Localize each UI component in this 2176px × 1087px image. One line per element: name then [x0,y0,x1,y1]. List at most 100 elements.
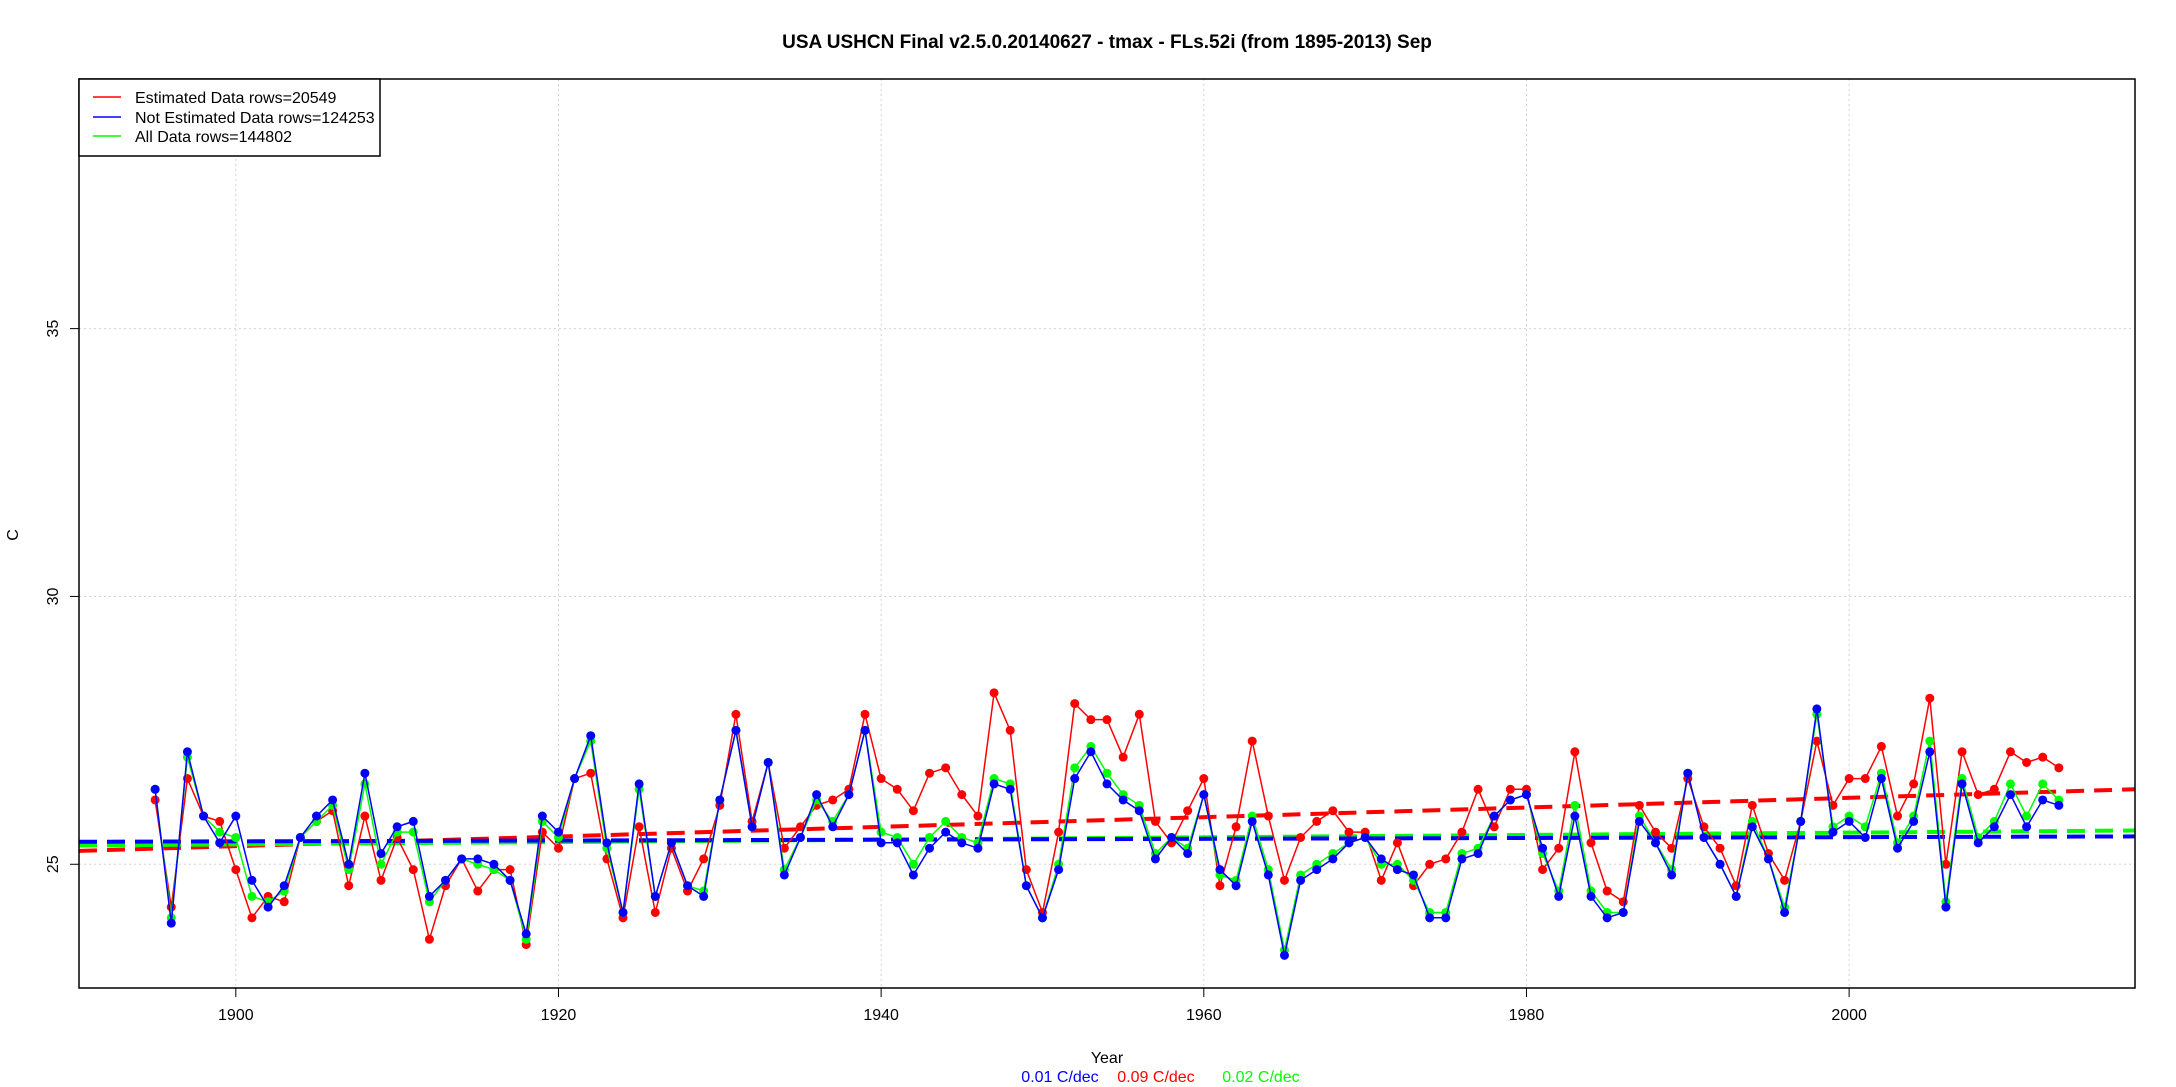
data-point [1876,741,1886,751]
data-point [1651,838,1661,848]
data-point [2005,779,2015,789]
data-point [1263,870,1273,880]
y-tick-label: 35 [45,320,62,338]
data-point [892,784,902,794]
data-point [957,790,967,800]
data-point [553,843,563,853]
data-point [1231,881,1241,891]
data-point [2038,752,2048,762]
data-point [634,779,644,789]
trend-label-all: 0.02 C/dec [1222,1069,1299,1086]
data-point [1376,854,1386,864]
trend-label-estimated: 0.09 C/dec [1117,1069,1194,1086]
data-point [1199,790,1209,800]
data-point [2038,795,2048,805]
data-point [473,854,483,864]
data-point [2054,763,2064,773]
data-point [1247,736,1257,746]
data-point [1215,865,1225,875]
data-point [166,902,176,912]
legend-label-estimated: Estimated Data rows=20549 [135,90,337,107]
data-point [457,854,467,864]
data-point [1747,800,1757,810]
data-point [473,886,483,896]
data-point [1989,784,1999,794]
trend-line [78,828,2136,848]
data-point [231,811,241,821]
data-point [828,822,838,832]
data-point [1473,784,1483,794]
data-point [957,838,967,848]
data-point [1199,774,1209,784]
x-tick-label: 1980 [1509,1007,1545,1024]
data-point [376,875,386,885]
data-point [1828,827,1838,837]
y-axis: 25 30 35 [45,320,79,873]
plot-frame [78,78,2136,989]
data-point [1586,891,1596,901]
data-point [247,875,257,885]
data-point [1425,859,1435,869]
data-point [699,854,709,864]
data-point [1683,768,1693,778]
data-point [1489,811,1499,821]
data-point [1344,838,1354,848]
chart-title: USA USHCN Final v2.5.0.20140627 - tmax -… [782,32,1432,53]
data-point [344,881,354,891]
data-point [989,688,999,698]
data-point [618,907,628,917]
data-point [683,881,693,891]
data-point [376,859,386,869]
data-point [731,725,741,735]
data-point [1102,779,1112,789]
data-point [763,757,773,767]
data-point [1086,715,1096,725]
data-point [1150,854,1160,864]
data-point [247,913,257,923]
series-group [150,688,2064,960]
data-point [1602,913,1612,923]
data-point [812,790,822,800]
y-tick-label: 30 [45,587,62,605]
x-tick-label: 1960 [1186,1007,1222,1024]
data-point [295,832,305,842]
data-point [1328,806,1338,816]
data-point [215,838,225,848]
legend-label-not-estimated: Not Estimated Data rows=124253 [135,110,375,127]
data-point [941,816,951,826]
data-point [1618,907,1628,917]
data-point [182,747,192,757]
data-point [1780,875,1790,885]
data-point [1812,704,1822,714]
data-point [1538,865,1548,875]
data-point [1570,747,1580,757]
data-point [360,768,370,778]
data-point [1296,875,1306,885]
data-point [215,827,225,837]
data-point [1909,816,1919,826]
series-0 [150,688,2064,950]
data-point [908,859,918,869]
data-point [1005,725,1015,735]
trend-lines [78,787,2136,853]
data-point [1925,693,1935,703]
data-point [1392,838,1402,848]
data-point [1634,800,1644,810]
data-point [505,865,515,875]
data-point [1844,774,1854,784]
data-point [925,832,935,842]
data-point [279,881,289,891]
data-point [1425,913,1435,923]
data-point [650,907,660,917]
trend-line [78,834,2136,844]
data-point [1070,774,1080,784]
data-point [1505,784,1515,794]
data-point [408,865,418,875]
data-point [1441,913,1451,923]
data-point [537,811,547,821]
data-point [941,827,951,837]
data-point [1360,832,1370,842]
data-point [876,774,886,784]
series-1 [150,704,2064,960]
data-point [1876,774,1886,784]
